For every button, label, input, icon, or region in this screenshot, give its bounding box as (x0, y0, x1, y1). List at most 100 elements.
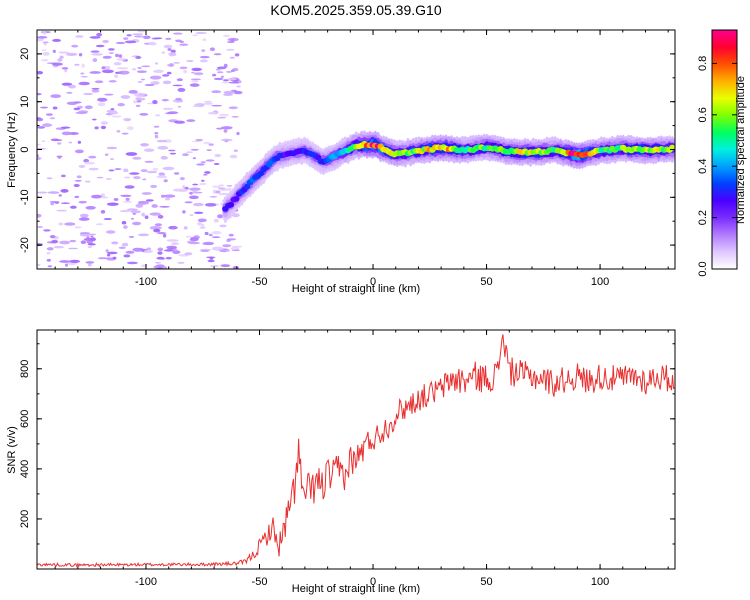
noise-blob (219, 224, 227, 228)
spectrogram-x-axis-label: Height of straight line (km) (292, 283, 420, 295)
noise-blob (165, 256, 172, 260)
noise-blob (112, 256, 117, 260)
noise-blob (188, 187, 201, 191)
noise-blob (108, 48, 115, 51)
noise-blob (141, 78, 145, 81)
noise-blob (134, 92, 145, 97)
noise-blob (157, 251, 163, 255)
noise-blob (85, 261, 95, 264)
noise-blob (209, 196, 218, 198)
ridge-cell (227, 201, 235, 208)
colorbar-gradient (711, 29, 738, 270)
noise-blob (116, 67, 129, 70)
noise-blob (140, 169, 148, 173)
noise-blob (179, 66, 188, 70)
noise-blob (194, 211, 204, 214)
noise-blob (189, 214, 194, 217)
noise-blob (121, 242, 129, 247)
noise-blob (96, 32, 102, 37)
noise-blob (124, 185, 135, 189)
noise-blob (220, 264, 231, 267)
noise-blob (89, 36, 101, 39)
noise-blob (144, 215, 149, 219)
noise-blob (204, 203, 217, 207)
noise-blob (56, 209, 68, 212)
noise-blob (118, 70, 130, 75)
noise-blob (190, 148, 199, 151)
noise-blob (78, 53, 83, 57)
noise-blob (130, 210, 141, 214)
noise-blob (189, 195, 199, 200)
noise-blob (51, 239, 59, 244)
noise-blob (141, 192, 152, 195)
noise-blob (121, 210, 128, 212)
noise-blob (153, 228, 161, 233)
noise-blob (164, 112, 174, 115)
noise-blob (69, 239, 77, 243)
noise-blob (151, 204, 158, 208)
noise-blob (106, 251, 118, 255)
noise-blob (210, 265, 220, 267)
noise-blob (68, 141, 73, 144)
noise-blob (192, 157, 197, 160)
noise-blob (65, 52, 78, 57)
noise-blob (83, 161, 96, 165)
noise-blob (183, 69, 188, 74)
noise-blob (211, 246, 224, 251)
noise-blob (186, 60, 194, 62)
noise-blob (146, 170, 158, 174)
noise-blob (88, 233, 97, 236)
noise-blob (153, 82, 160, 85)
noise-blob (172, 32, 183, 35)
noise-blob (42, 31, 47, 35)
y-tick-label: 800 (19, 360, 31, 378)
noise-blob (203, 174, 208, 176)
noise-blob (105, 249, 109, 253)
noise-blob (81, 63, 85, 68)
noise-blob (198, 182, 207, 186)
noise-blob (203, 100, 213, 103)
noise-blob (37, 71, 43, 75)
noise-blob (94, 80, 104, 84)
x-tick-label: 0 (370, 576, 376, 588)
noise-blob (227, 77, 237, 81)
noise-blob (226, 48, 235, 51)
noise-blob (192, 34, 199, 37)
colorbar-label: Normalized spectral amplitude (735, 76, 747, 224)
noise-blob (59, 55, 64, 59)
noise-blob (37, 36, 48, 39)
noise-blob (144, 84, 155, 86)
noise-blob (191, 80, 199, 83)
noise-blob (157, 247, 164, 252)
noise-blob (149, 212, 161, 216)
noise-blob (165, 37, 172, 41)
noise-blob (109, 110, 119, 115)
noise-blob (83, 158, 90, 163)
noise-blob (124, 40, 137, 44)
noise-blob (179, 177, 185, 181)
noise-blob (49, 201, 60, 203)
noise-blob (126, 208, 138, 211)
noise-blob (230, 246, 240, 251)
snr-panel: -100 -50 0 50 100 200 400 600 800 Height of stra… (6, 329, 676, 595)
noise-blob (135, 97, 146, 101)
noise-blob (128, 236, 135, 238)
y-tick-label: -20 (19, 237, 31, 253)
noise-blob (126, 261, 138, 265)
noise-blob (61, 67, 69, 70)
y-tick-label: 600 (19, 410, 31, 428)
noise-blob (168, 52, 177, 57)
spectrogram-y-axis-label: Frequency (Hz) (6, 112, 18, 188)
noise-blob (161, 194, 165, 198)
noise-blob (100, 125, 107, 130)
noise-blob (152, 168, 159, 171)
noise-blob (217, 116, 227, 119)
noise-blob (59, 260, 71, 263)
noise-blob (87, 243, 96, 246)
y-tick-label: -10 (19, 189, 31, 205)
noise-blob (195, 32, 208, 34)
y-tick-label: 400 (19, 460, 31, 478)
noise-blob (98, 257, 107, 260)
noise-blob (196, 163, 205, 166)
